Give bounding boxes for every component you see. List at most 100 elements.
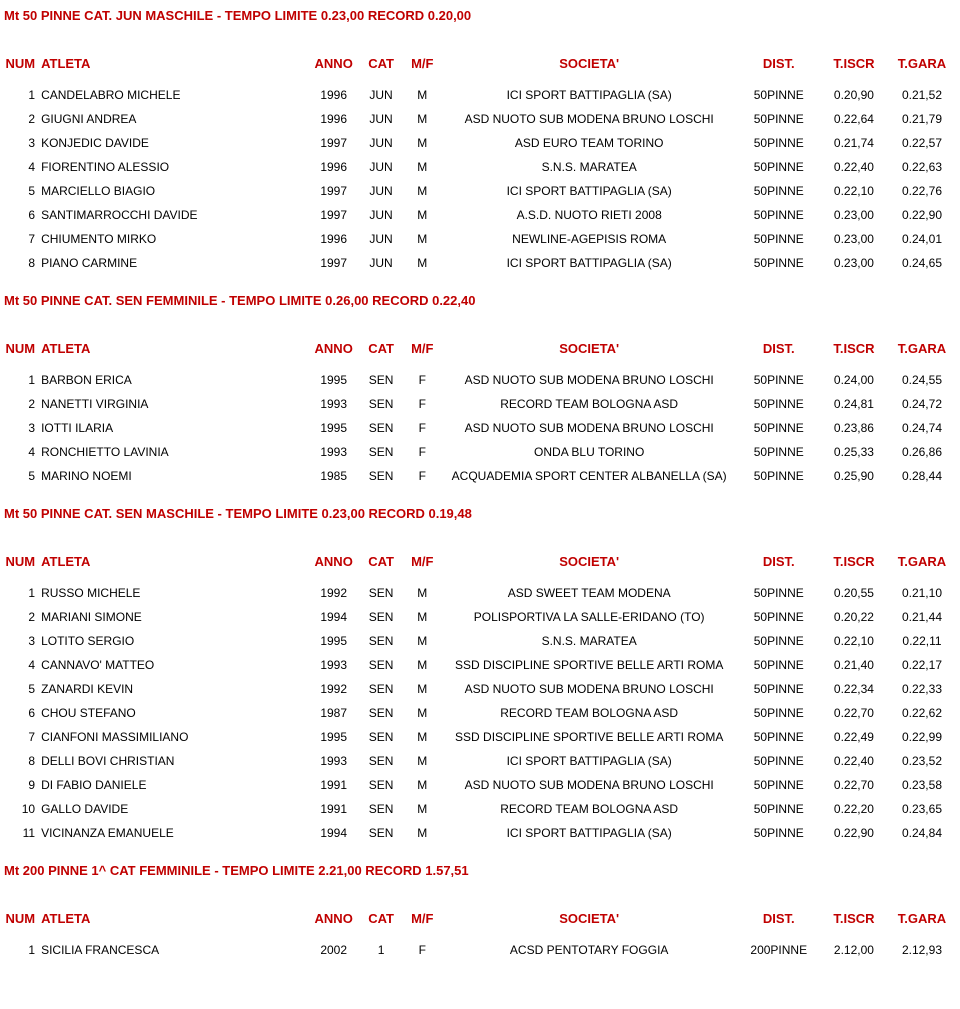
cell-tgara: 0.22,11 xyxy=(888,629,956,653)
cell-num: 2 xyxy=(4,605,41,629)
cell-tgara: 0.26,86 xyxy=(888,440,956,464)
cell-dist: 50PINNE xyxy=(738,701,820,725)
cell-anno: 1993 xyxy=(309,392,358,416)
cell-num: 6 xyxy=(4,701,41,725)
cell-mf: M xyxy=(404,581,441,605)
cell-societa: ICI SPORT BATTIPAGLIA (SA) xyxy=(441,749,738,773)
cell-dist: 50PINNE xyxy=(738,581,820,605)
cell-atleta: MARIANI SIMONE xyxy=(41,605,309,629)
col-header-dist: DIST. xyxy=(738,906,820,938)
cell-dist: 50PINNE xyxy=(738,368,820,392)
cell-tgara: 0.22,57 xyxy=(888,131,956,155)
cell-atleta: LOTITO SERGIO xyxy=(41,629,309,653)
cell-atleta: KONJEDIC DAVIDE xyxy=(41,131,309,155)
col-header-tiscr: T.ISCR xyxy=(820,549,888,581)
cell-tgara: 2.12,93 xyxy=(888,938,956,962)
cell-anno: 1997 xyxy=(309,131,358,155)
cell-anno: 1996 xyxy=(309,83,358,107)
cell-cat: SEN xyxy=(358,464,403,488)
cell-tiscr: 2.12,00 xyxy=(820,938,888,962)
cell-anno: 1997 xyxy=(309,179,358,203)
cell-tgara: 0.22,76 xyxy=(888,179,956,203)
cell-societa: ICI SPORT BATTIPAGLIA (SA) xyxy=(441,83,738,107)
cell-cat: SEN xyxy=(358,821,403,845)
cell-dist: 50PINNE xyxy=(738,392,820,416)
cell-societa: ONDA BLU TORINO xyxy=(441,440,738,464)
table-row: 3KONJEDIC DAVIDE1997JUNMASD EURO TEAM TO… xyxy=(4,131,956,155)
cell-mf: M xyxy=(404,725,441,749)
col-header-tgara: T.GARA xyxy=(888,906,956,938)
cell-cat: JUN xyxy=(358,179,403,203)
cell-dist: 200PINNE xyxy=(738,938,820,962)
col-header-anno: ANNO xyxy=(309,51,358,83)
cell-num: 5 xyxy=(4,464,41,488)
cell-tgara: 0.23,52 xyxy=(888,749,956,773)
cell-atleta: SICILIA FRANCESCA xyxy=(41,938,309,962)
col-header-tiscr: T.ISCR xyxy=(820,51,888,83)
col-header-atleta: ATLETA xyxy=(41,51,309,83)
cell-tgara: 0.22,99 xyxy=(888,725,956,749)
table-row: 1CANDELABRO MICHELE1996JUNMICI SPORT BAT… xyxy=(4,83,956,107)
table-row: 4RONCHIETTO LAVINIA1993SENFONDA BLU TORI… xyxy=(4,440,956,464)
cell-cat: SEN xyxy=(358,653,403,677)
col-header-societa: SOCIETA' xyxy=(441,336,738,368)
cell-societa: ASD SWEET TEAM MODENA xyxy=(441,581,738,605)
cell-tgara: 0.21,10 xyxy=(888,581,956,605)
results-table: NUMATLETAANNOCATM/FSOCIETA'DIST.T.ISCRT.… xyxy=(4,51,956,275)
cell-anno: 1985 xyxy=(309,464,358,488)
col-header-tiscr: T.ISCR xyxy=(820,336,888,368)
cell-atleta: RONCHIETTO LAVINIA xyxy=(41,440,309,464)
cell-num: 2 xyxy=(4,107,41,131)
cell-societa: S.N.S. MARATEA xyxy=(441,629,738,653)
cell-num: 3 xyxy=(4,416,41,440)
col-header-atleta: ATLETA xyxy=(41,549,309,581)
cell-tgara: 0.24,72 xyxy=(888,392,956,416)
cell-tgara: 0.22,62 xyxy=(888,701,956,725)
cell-num: 3 xyxy=(4,629,41,653)
cell-cat: SEN xyxy=(358,416,403,440)
col-header-num: NUM xyxy=(4,906,41,938)
table-row: 7CIANFONI MASSIMILIANO1995SENMSSD DISCIP… xyxy=(4,725,956,749)
cell-tiscr: 0.20,55 xyxy=(820,581,888,605)
col-header-mf: M/F xyxy=(404,906,441,938)
cell-tiscr: 0.21,74 xyxy=(820,131,888,155)
cell-atleta: SANTIMARROCCHI DAVIDE xyxy=(41,203,309,227)
cell-anno: 2002 xyxy=(309,938,358,962)
cell-atleta: MARCIELLO BIAGIO xyxy=(41,179,309,203)
cell-societa: ASD NUOTO SUB MODENA BRUNO LOSCHI xyxy=(441,773,738,797)
cell-atleta: GALLO DAVIDE xyxy=(41,797,309,821)
cell-mf: M xyxy=(404,605,441,629)
cell-dist: 50PINNE xyxy=(738,464,820,488)
cell-dist: 50PINNE xyxy=(738,797,820,821)
cell-atleta: CHIUMENTO MIRKO xyxy=(41,227,309,251)
cell-mf: F xyxy=(404,368,441,392)
cell-mf: F xyxy=(404,392,441,416)
section-title: Mt 200 PINNE 1^ CAT FEMMINILE - TEMPO LI… xyxy=(4,863,956,878)
table-row: 7CHIUMENTO MIRKO1996JUNMNEWLINE-AGEPISIS… xyxy=(4,227,956,251)
table-row: 4CANNAVO' MATTEO1993SENMSSD DISCIPLINE S… xyxy=(4,653,956,677)
cell-tiscr: 0.23,00 xyxy=(820,251,888,275)
cell-anno: 1995 xyxy=(309,368,358,392)
cell-num: 8 xyxy=(4,251,41,275)
cell-anno: 1996 xyxy=(309,155,358,179)
cell-tiscr: 0.22,20 xyxy=(820,797,888,821)
cell-num: 4 xyxy=(4,155,41,179)
results-table: NUMATLETAANNOCATM/FSOCIETA'DIST.T.ISCRT.… xyxy=(4,906,956,962)
cell-num: 4 xyxy=(4,440,41,464)
cell-num: 1 xyxy=(4,581,41,605)
col-header-societa: SOCIETA' xyxy=(441,51,738,83)
cell-num: 7 xyxy=(4,725,41,749)
cell-dist: 50PINNE xyxy=(738,83,820,107)
cell-societa: RECORD TEAM BOLOGNA ASD xyxy=(441,797,738,821)
cell-societa: RECORD TEAM BOLOGNA ASD xyxy=(441,701,738,725)
cell-mf: M xyxy=(404,797,441,821)
cell-tiscr: 0.22,70 xyxy=(820,701,888,725)
cell-tiscr: 0.23,86 xyxy=(820,416,888,440)
cell-mf: M xyxy=(404,203,441,227)
cell-tiscr: 0.22,10 xyxy=(820,629,888,653)
cell-tgara: 0.24,84 xyxy=(888,821,956,845)
col-header-anno: ANNO xyxy=(309,336,358,368)
cell-societa: ICI SPORT BATTIPAGLIA (SA) xyxy=(441,821,738,845)
results-table: NUMATLETAANNOCATM/FSOCIETA'DIST.T.ISCRT.… xyxy=(4,549,956,845)
cell-cat: SEN xyxy=(358,440,403,464)
